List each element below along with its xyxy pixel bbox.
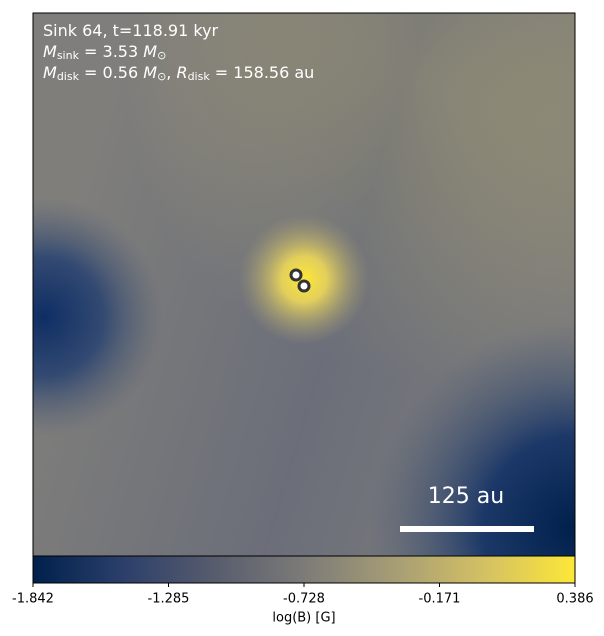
colorbar (32, 555, 576, 584)
colorbar-tick-label: -1.285 (148, 592, 190, 607)
colorbar-label: log(B) [G] (272, 611, 335, 626)
annotation: Mdisk = 0.56 M⊙, Rdisk = 158.56 au (43, 63, 314, 84)
annotation-part: sink (57, 49, 80, 62)
annotation-part: M (43, 63, 57, 82)
annotation-part: Sink 64, t=118.91 kyr (43, 21, 219, 40)
annotation-part: ⊙ (157, 70, 166, 83)
scale-bar-label: 125 au (428, 484, 504, 509)
annotation: Msink = 3.53 M⊙ (43, 42, 166, 63)
annotation-part: ⊙ (157, 49, 166, 62)
annotation-part: = 0.56 (79, 63, 143, 82)
annotation-part: disk (188, 70, 211, 83)
colorbar-tick-label: 0.386 (556, 592, 593, 607)
annotation: Sink 64, t=118.91 kyr (43, 21, 219, 40)
colorbar-tick-label: -0.171 (419, 592, 461, 607)
colorbar-tick-label: -0.728 (283, 592, 325, 607)
annotation-part: = 3.53 (79, 42, 143, 61)
annotation-part: M (143, 42, 157, 61)
annotation-part: M (43, 42, 57, 61)
annotation-part: = 158.56 au (210, 63, 315, 82)
annotation-part: M (143, 63, 157, 82)
annotation-part: disk (57, 70, 80, 83)
sink-marker (297, 279, 311, 293)
colorbar-tick-label: -1.842 (12, 592, 54, 607)
scale-bar (400, 526, 534, 532)
sink-marker (289, 268, 303, 282)
annotation-part: R (176, 63, 187, 82)
annotation-part: , (166, 63, 176, 82)
